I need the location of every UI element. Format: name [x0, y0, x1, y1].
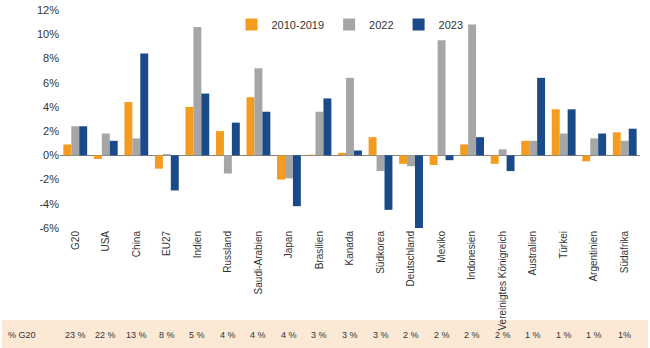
svg-text:3 %: 3 %	[342, 330, 358, 340]
svg-text:% G20: % G20	[8, 330, 36, 340]
svg-text:2 %: 2 %	[495, 330, 511, 340]
svg-text:G20: G20	[70, 231, 81, 250]
svg-text:Russland: Russland	[222, 231, 233, 273]
svg-text:China: China	[131, 231, 142, 258]
svg-text:Indien: Indien	[192, 231, 203, 258]
svg-text:Argentinien: Argentinien	[588, 231, 599, 282]
svg-text:12%: 12%	[37, 4, 59, 16]
svg-text:8%: 8%	[43, 52, 59, 64]
svg-text:3 %: 3 %	[311, 330, 327, 340]
svg-text:EU27: EU27	[161, 231, 172, 256]
svg-text:Saudi-Arabien: Saudi-Arabien	[253, 231, 264, 294]
svg-text:4%: 4%	[43, 101, 59, 113]
svg-text:3 %: 3 %	[373, 330, 389, 340]
svg-text:2 %: 2 %	[434, 330, 450, 340]
svg-text:2022: 2022	[369, 19, 393, 31]
svg-text:10%: 10%	[37, 28, 59, 40]
svg-text:Südkorea: Südkorea	[375, 231, 386, 274]
svg-text:USA: USA	[100, 231, 111, 252]
svg-text:2023: 2023	[439, 19, 463, 31]
svg-text:1%: 1%	[618, 330, 631, 340]
svg-text:Türkei: Türkei	[558, 231, 569, 259]
svg-text:Japan: Japan	[283, 231, 294, 258]
svg-text:-4%: -4%	[39, 198, 59, 210]
svg-text:1 %: 1 %	[525, 330, 541, 340]
svg-text:2 %: 2 %	[464, 330, 480, 340]
svg-text:-2%: -2%	[39, 173, 59, 185]
svg-text:Mexiko: Mexiko	[436, 231, 447, 263]
svg-text:5 %: 5 %	[189, 330, 205, 340]
svg-text:1 %: 1 %	[586, 330, 602, 340]
svg-text:4 %: 4 %	[220, 330, 236, 340]
svg-text:2010-2019: 2010-2019	[272, 19, 325, 31]
svg-text:2%: 2%	[43, 125, 59, 137]
svg-text:1 %: 1 %	[556, 330, 572, 340]
svg-text:23 %: 23 %	[65, 330, 86, 340]
svg-text:4 %: 4 %	[250, 330, 266, 340]
svg-text:Brasilien: Brasilien	[314, 231, 325, 269]
svg-text:2 %: 2 %	[403, 330, 419, 340]
svg-text:0%: 0%	[43, 149, 59, 161]
svg-text:Kanada: Kanada	[344, 231, 355, 266]
svg-text:Deutschland: Deutschland	[405, 231, 416, 287]
svg-text:Australien: Australien	[527, 231, 538, 275]
svg-text:22 %: 22 %	[95, 330, 116, 340]
svg-text:4 %: 4 %	[281, 330, 297, 340]
svg-text:Vereinigtes Königreich: Vereinigtes Königreich	[497, 231, 508, 331]
svg-text:13 %: 13 %	[126, 330, 147, 340]
svg-text:Indonesien: Indonesien	[466, 231, 477, 280]
svg-text:-6%: -6%	[39, 222, 59, 234]
svg-text:Südafrika: Südafrika	[619, 231, 630, 274]
svg-text:6%: 6%	[43, 77, 59, 89]
svg-text:8 %: 8 %	[159, 330, 175, 340]
